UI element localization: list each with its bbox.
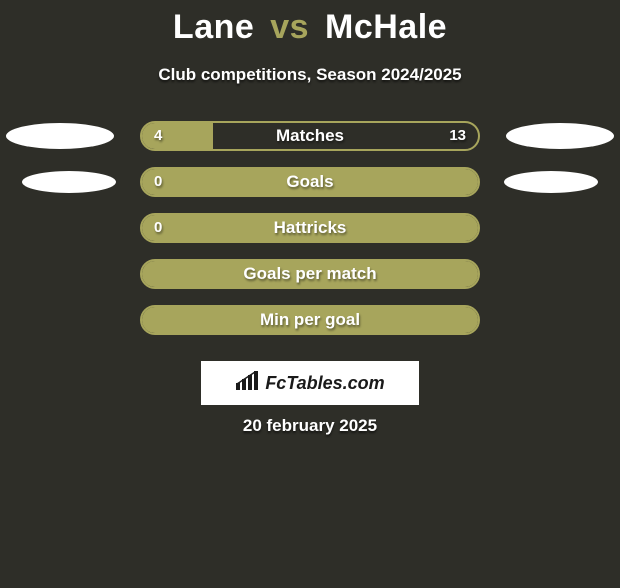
infographic-container: Lane vs McHale Club competitions, Season… [0,8,620,588]
stat-label: Matches [142,123,478,149]
player1-badge [22,171,116,193]
brand-logo: FcTables.com [201,361,419,405]
stat-row: Goals0 [0,167,620,197]
stat-label: Hattricks [142,215,478,241]
brand-logo-text: FcTables.com [265,373,384,394]
stat-value-right: 13 [449,123,466,149]
stat-label: Goals [142,169,478,195]
stat-value-left: 0 [154,169,162,195]
stat-row: Goals per match [0,259,620,289]
stat-row: Min per goal [0,305,620,335]
stat-rows: Matches413Goals0Hattricks0Goals per matc… [0,121,620,335]
stat-bar: Min per goal [140,305,480,335]
stat-bar: Goals0 [140,167,480,197]
player2-name: McHale [325,8,447,46]
stat-bar: Goals per match [140,259,480,289]
bars-icon [235,371,261,396]
vs-separator: vs [270,8,309,46]
stat-bar: Matches4 13 [140,121,480,151]
subtitle: Club competitions, Season 2024/2025 [0,65,620,85]
stat-bar: Hattricks0 [140,213,480,243]
player2-badge [506,123,614,149]
date-line: 20 february 2025 [0,416,620,436]
player2-badge [504,171,598,193]
stat-label: Goals per match [142,261,478,287]
stat-row: Hattricks0 [0,213,620,243]
stat-row: Matches4 13 [0,121,620,151]
stat-label: Min per goal [142,307,478,333]
player1-name: Lane [173,8,254,46]
stat-value-left: 4 [154,123,162,149]
stat-value-left: 0 [154,215,162,241]
brand-logo-inner: FcTables.com [235,371,384,396]
comparison-title: Lane vs McHale [0,8,620,47]
player1-badge [6,123,114,149]
